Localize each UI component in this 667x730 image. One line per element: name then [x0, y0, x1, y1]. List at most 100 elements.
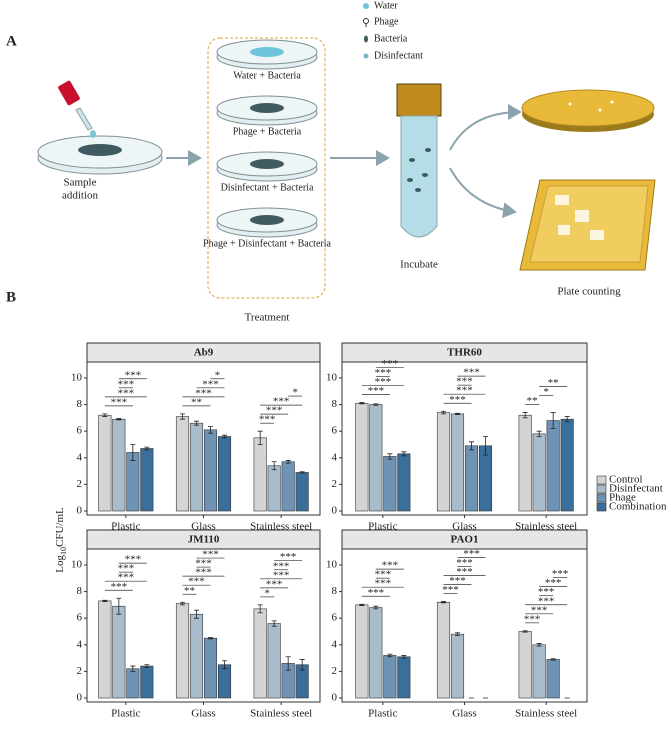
significance-label: ***: [125, 554, 142, 566]
bar: [267, 465, 281, 512]
y-tick-label: 4: [77, 638, 83, 650]
sample-label: addition: [62, 190, 99, 202]
bar: [175, 416, 190, 512]
error-bar: [522, 630, 528, 633]
bar: [203, 637, 218, 699]
y-tick-label: 0: [77, 505, 83, 517]
error-bar: [180, 601, 185, 606]
error-bar: [522, 412, 528, 419]
error-bar: [387, 453, 393, 460]
bar: [253, 437, 267, 512]
bar: [140, 665, 154, 699]
bar: [189, 422, 204, 512]
significance-label: ***: [259, 414, 276, 426]
agar-plates: [519, 89, 656, 271]
error-bar: [285, 656, 291, 671]
legend-label: Phage: [609, 492, 636, 504]
error-bar: [208, 637, 213, 640]
legend-swatch: [596, 475, 607, 485]
dish-sample: [250, 159, 284, 169]
arrow: [449, 167, 517, 219]
legend-label: Disinfectant: [609, 483, 663, 495]
bar: [383, 655, 397, 699]
dish-sample: [250, 47, 284, 57]
treatment-box: [207, 37, 326, 299]
bar: [369, 607, 383, 699]
error-bar: [373, 605, 379, 610]
significance-label: ***: [188, 576, 205, 588]
significance-label: ***: [273, 560, 290, 572]
bar: [383, 456, 397, 512]
error-bar: [536, 430, 542, 437]
legend-label: Bacteria: [374, 33, 408, 44]
y-tick-label: 10: [71, 558, 83, 570]
error-bar: [102, 599, 108, 602]
treatment-label: Phage + Bacteria: [233, 126, 302, 137]
y-tick-label: 4: [332, 638, 338, 650]
error-bar: [455, 412, 460, 415]
significance-label: ***: [456, 557, 473, 569]
bar: [478, 445, 493, 512]
significance-label: *: [292, 387, 298, 399]
significance-label: ***: [375, 578, 392, 590]
error-bar: [257, 604, 263, 614]
legend-label: Phage: [374, 16, 399, 27]
significance-label: ***: [449, 575, 466, 587]
y-label-unit: CFU/mL: [54, 507, 66, 547]
significance-label: ***: [382, 358, 399, 370]
bar: [217, 664, 232, 699]
bar: [189, 613, 204, 699]
bar: [436, 412, 451, 512]
bar: [560, 418, 574, 512]
error-bar: [387, 653, 393, 658]
y-tick-label: 8: [332, 585, 338, 597]
significance-label: ***: [375, 569, 392, 581]
significance-label: *: [543, 386, 549, 398]
significance-label: ***: [456, 376, 473, 388]
bar: [140, 448, 154, 512]
error-bar: [469, 441, 474, 451]
incubate-label: Incubate: [400, 259, 438, 271]
significance-label: ***: [273, 569, 290, 581]
significance-label: ***: [195, 567, 212, 579]
legend-swatch: [596, 484, 607, 494]
significance-label: ***: [273, 396, 290, 408]
error-bar: [102, 413, 108, 417]
bar: [112, 418, 126, 512]
significance-label: ***: [368, 587, 385, 599]
error-bar: [550, 412, 556, 429]
significance-label: ***: [375, 376, 392, 388]
significance-label: ***: [118, 387, 135, 399]
significance-label: ***: [456, 566, 473, 578]
significance-label: ***: [111, 396, 128, 408]
error-bar: [550, 658, 556, 661]
y-tick-label: 8: [332, 398, 338, 410]
x-tick-label: Glass: [191, 708, 215, 720]
facet-title: JM110: [188, 534, 220, 546]
bar: [532, 644, 546, 699]
significance-label: ***: [266, 578, 283, 590]
significance-label: ***: [118, 378, 135, 390]
significance-label: ***: [552, 568, 569, 580]
legend-icons: [363, 3, 369, 59]
y-tick-label: 6: [77, 612, 83, 624]
y-tick-label: 10: [71, 371, 83, 383]
facet-title: Ab9: [194, 347, 214, 359]
error-bar: [271, 461, 277, 471]
y-tick-label: 2: [332, 665, 338, 677]
significance-label: ***: [442, 584, 459, 596]
significance-label: ***: [456, 385, 473, 397]
significance-label: ***: [449, 394, 466, 406]
y-tick-label: 6: [77, 425, 83, 437]
error-bar: [441, 410, 446, 415]
significance-label: ***: [202, 549, 219, 561]
bar: [464, 445, 479, 512]
significance-label: **: [184, 585, 195, 597]
y-tick-label: 2: [77, 665, 83, 677]
bar: [126, 668, 140, 699]
bar: [518, 414, 532, 512]
y-tick-label: 6: [332, 612, 338, 624]
treatment-dishes: Water + Bacteria Phage + Bacteria Disinfec…: [203, 39, 332, 249]
bar: [126, 452, 140, 512]
bar: [546, 420, 560, 512]
